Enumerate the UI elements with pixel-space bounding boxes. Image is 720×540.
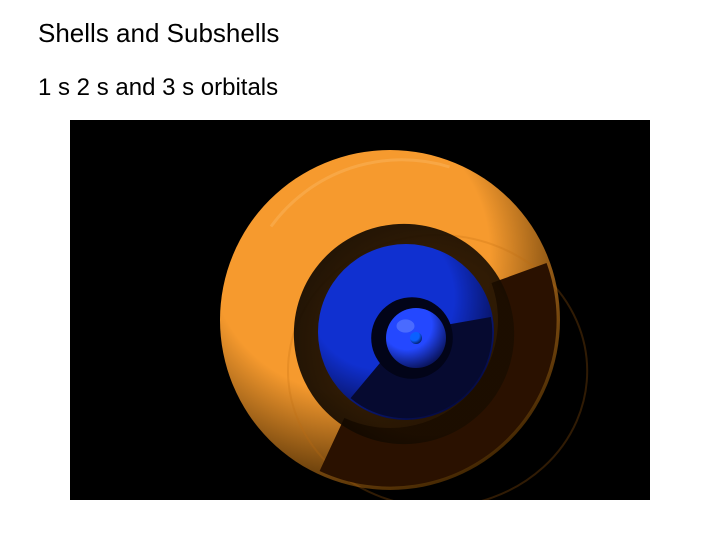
orbitals-svg: [70, 120, 650, 500]
page-subtitle: 1 s 2 s and 3 s orbitals: [38, 74, 278, 102]
page-title: Shells and Subshells: [38, 18, 279, 49]
slide: { "title": { "text": "Shells and Subshel…: [0, 0, 720, 540]
orbitals-figure: [70, 120, 650, 500]
